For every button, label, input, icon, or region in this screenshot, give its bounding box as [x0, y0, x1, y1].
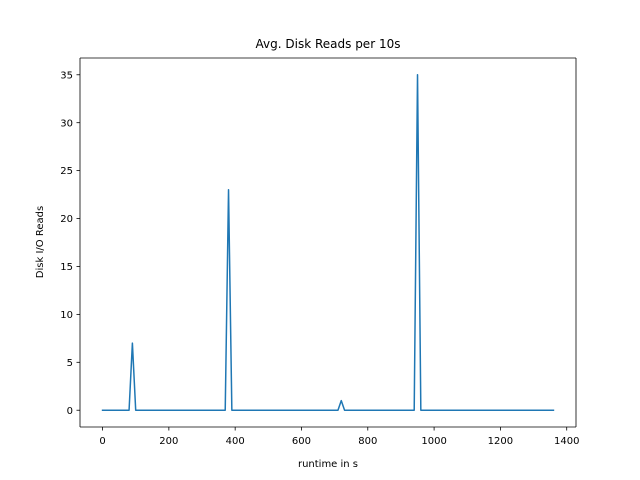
plot-area: 0 200 400 600 800 1000 1200 1400 0 5 10 15 20 25 30 35 — [60, 57, 579, 447]
y-tick-label: 10 — [60, 310, 73, 321]
y-tick-label: 30 — [60, 118, 73, 129]
y-tick-label: 35 — [60, 70, 73, 81]
y-tick-label: 25 — [60, 166, 73, 177]
y-tick-label: 15 — [60, 262, 73, 273]
x-tick-label: 1200 — [488, 436, 513, 447]
x-tick-label: 800 — [358, 436, 377, 447]
x-tick-label: 1400 — [554, 436, 579, 447]
x-tick-label: 1000 — [421, 436, 446, 447]
y-tick-label: 5 — [67, 358, 73, 369]
x-tick-label: 400 — [226, 436, 245, 447]
x-tick-label: 200 — [159, 436, 178, 447]
x-axis-label: runtime in s — [298, 459, 358, 470]
y-tick-label: 20 — [60, 214, 73, 225]
chart-title: Avg. Disk Reads per 10s — [256, 37, 401, 51]
x-tick-label: 600 — [292, 436, 311, 447]
x-tick-label: 0 — [99, 436, 105, 447]
y-tick-label: 0 — [67, 406, 73, 417]
series-line — [101, 74, 555, 411]
y-axis-label: Disk I/O Reads — [35, 206, 46, 278]
